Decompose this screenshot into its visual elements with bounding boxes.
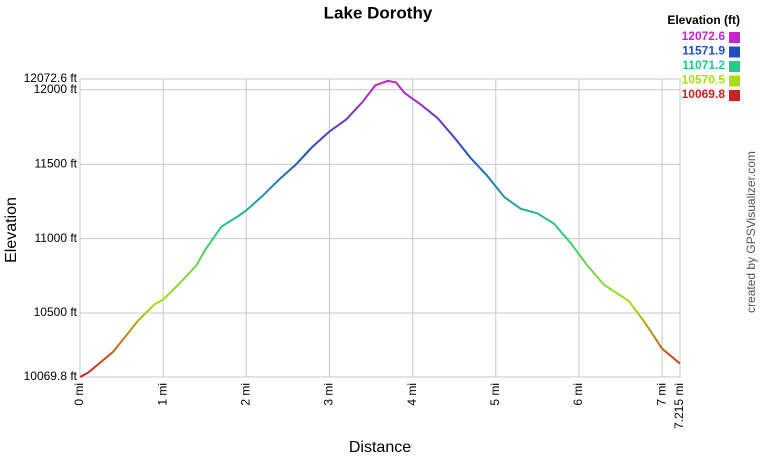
legend-swatch xyxy=(729,46,740,58)
y-tick-label: 10500 ft xyxy=(34,305,78,319)
y-tick-label: 10069.8 ft xyxy=(24,369,78,383)
y-axis-label: Elevation xyxy=(3,197,20,263)
y-tick-label: 12000 ft xyxy=(34,82,78,96)
legend-label: 10069.8 xyxy=(682,87,726,101)
plot-frame xyxy=(79,78,681,378)
legend-swatch xyxy=(729,75,740,87)
y-tick-label: 11500 ft xyxy=(35,156,78,170)
legend-label: 10570.5 xyxy=(682,73,726,87)
x-tick-label: 3 mi xyxy=(322,383,336,406)
chart-title: Lake Dorothy xyxy=(324,3,433,22)
x-tick-label: 2 mi xyxy=(238,383,252,406)
y-tick-label: 11000 ft xyxy=(35,231,78,245)
legend-swatch xyxy=(729,32,740,43)
legend-label: 11571.9 xyxy=(682,44,725,58)
elevation-line xyxy=(79,79,681,378)
legend-label: 11071.2 xyxy=(682,58,725,72)
x-axis-label: Distance xyxy=(349,439,411,456)
legend-label: 12072.6 xyxy=(682,29,726,43)
x-tick-label: 1 mi xyxy=(155,383,169,406)
x-tick-label: 6 mi xyxy=(571,383,585,406)
x-tick-label: 4 mi xyxy=(405,383,419,406)
x-tick-label: 7.215 mi xyxy=(672,383,686,429)
y-tick-label: 12072.6 ft xyxy=(24,71,78,85)
x-tick-label: 7 mi xyxy=(654,383,668,406)
x-tick-label: 0 mi xyxy=(72,383,86,406)
legend-swatch xyxy=(729,90,740,101)
x-tick-label: 5 mi xyxy=(488,383,502,406)
legend-swatch xyxy=(729,61,740,72)
legend-title: Elevation (ft) xyxy=(667,13,740,27)
credit: created by GPSVisualizer.com xyxy=(744,151,758,313)
